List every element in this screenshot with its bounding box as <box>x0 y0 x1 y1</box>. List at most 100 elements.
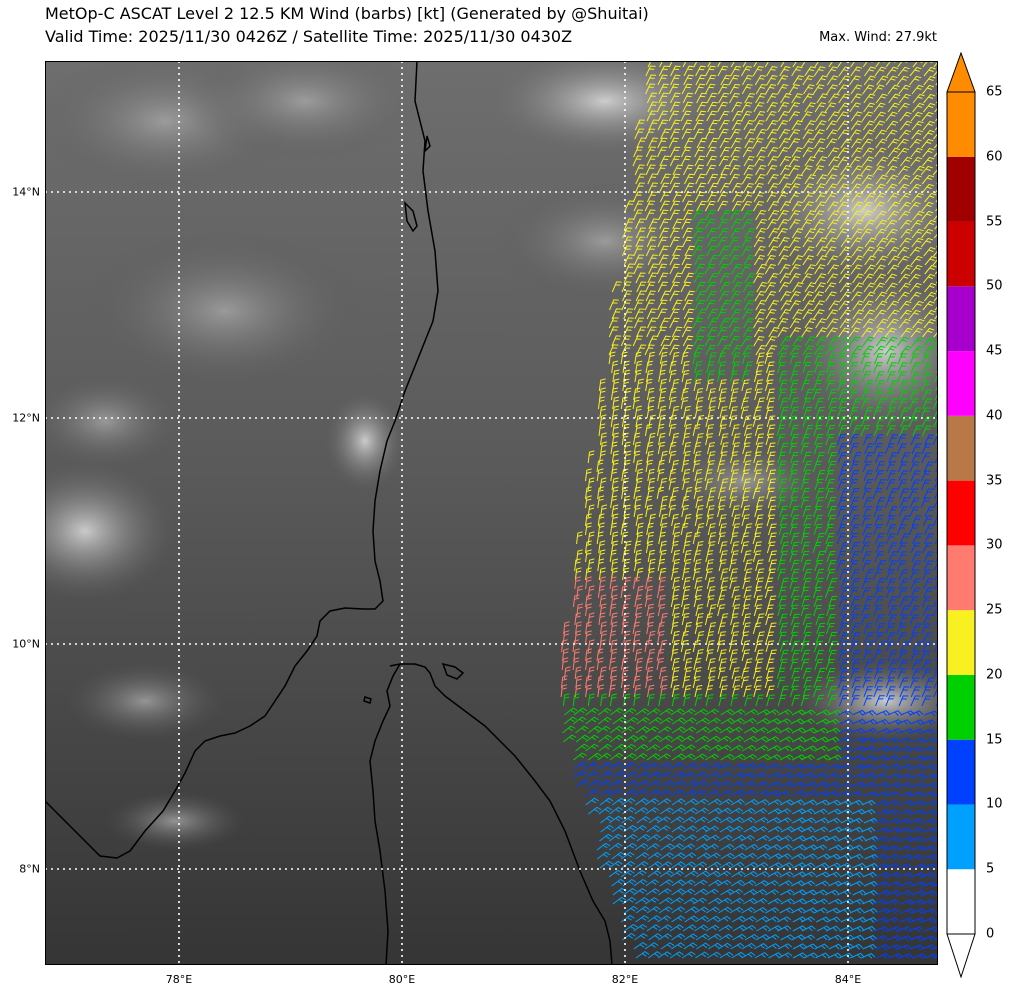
wind-barb <box>876 641 886 653</box>
wind-barb <box>656 101 667 113</box>
wind-barb <box>812 309 825 320</box>
wind-barb <box>741 173 753 185</box>
wind-barb <box>599 860 614 869</box>
wind-barb <box>659 735 673 743</box>
wind-barb <box>611 360 619 374</box>
wind-barb <box>694 888 708 896</box>
wind-barb <box>898 953 913 960</box>
wind-barb <box>839 659 849 671</box>
wind-barb <box>862 871 877 878</box>
wind-barb <box>694 361 703 374</box>
wind-barb <box>849 389 859 401</box>
wind-barb <box>767 772 782 779</box>
wind-barb <box>657 308 668 320</box>
wind-barb <box>780 183 792 194</box>
wind-barb <box>849 380 859 392</box>
wind-barb <box>660 942 675 950</box>
wind-barb <box>706 245 717 257</box>
wind-barb <box>632 335 643 347</box>
wind-barb <box>874 389 884 401</box>
wind-barb <box>658 182 670 194</box>
wind-barb <box>730 532 739 545</box>
wind-barb <box>634 423 643 437</box>
wind-barb <box>708 942 722 950</box>
wind-barb <box>875 695 885 707</box>
wind-barb <box>741 667 750 680</box>
wind-barb <box>909 506 920 518</box>
wind-barb <box>707 61 717 68</box>
wind-barb <box>740 676 750 689</box>
wind-barb <box>635 905 650 914</box>
wind-barb <box>874 210 887 221</box>
wind-barb <box>743 523 753 536</box>
wind-barb <box>611 540 619 554</box>
wind-barb <box>632 191 643 203</box>
wind-barb <box>912 533 923 545</box>
wind-barb <box>659 378 667 392</box>
wind-barb <box>632 639 640 653</box>
wind-barb <box>742 924 757 932</box>
wind-barb <box>910 470 921 482</box>
wind-barb <box>861 772 877 779</box>
wind-barb <box>788 84 800 95</box>
wind-barb <box>672 585 680 599</box>
wind-barb <box>754 879 769 887</box>
wind-barb <box>741 83 753 95</box>
wind-barb <box>852 452 862 464</box>
wind-barb <box>899 201 912 212</box>
wind-barb <box>850 727 866 734</box>
wind-barb <box>910 371 921 383</box>
wind-barb <box>683 423 692 437</box>
wind-barb <box>813 604 823 617</box>
wind-barb <box>802 415 812 428</box>
wind-barb <box>921 425 932 437</box>
wind-barb <box>885 908 900 914</box>
wind-barb <box>875 255 888 266</box>
wind-barb <box>599 387 607 401</box>
wind-barb <box>764 889 779 896</box>
wind-barb <box>669 182 681 194</box>
wind-barb <box>824 282 837 293</box>
wind-barb <box>695 717 710 725</box>
colorbar-segment <box>947 351 975 416</box>
wind-barb <box>791 727 806 734</box>
wind-barb <box>802 889 818 896</box>
wind-barb <box>754 780 770 788</box>
wind-barb <box>695 505 704 518</box>
wind-barb <box>827 388 837 401</box>
wind-barb <box>672 245 683 257</box>
wind-barb <box>684 621 692 635</box>
wind-barb <box>922 881 938 888</box>
wind-barb <box>684 378 692 392</box>
wind-barb <box>874 632 885 644</box>
wind-barb <box>660 495 668 509</box>
wind-barb <box>848 362 859 374</box>
wind-barb <box>791 709 806 716</box>
wind-barb <box>647 61 652 68</box>
wind-barb <box>683 405 691 419</box>
wind-barb <box>599 797 614 806</box>
wind-barb <box>633 878 648 887</box>
wind-barb <box>707 236 718 248</box>
wind-barb <box>767 754 782 761</box>
wind-barb <box>633 684 642 698</box>
wind-barb <box>720 708 735 716</box>
wind-barb <box>800 442 810 455</box>
wind-barb <box>900 156 913 167</box>
wind-barb <box>789 264 801 275</box>
wind-barb <box>851 318 863 329</box>
wind-barb <box>826 871 841 878</box>
wind-barb <box>657 621 665 635</box>
wind-barb <box>648 218 659 230</box>
wind-barb <box>791 147 803 158</box>
wind-barb <box>791 622 800 635</box>
wind-barb <box>585 684 592 698</box>
wind-barb <box>765 604 774 617</box>
wind-barb <box>779 165 792 176</box>
wind-barb <box>705 209 717 221</box>
wind-barb <box>743 888 758 896</box>
wind-barb <box>717 744 732 752</box>
wind-barb <box>934 536 938 545</box>
wind-barb <box>813 379 823 392</box>
wind-barb <box>896 560 907 572</box>
